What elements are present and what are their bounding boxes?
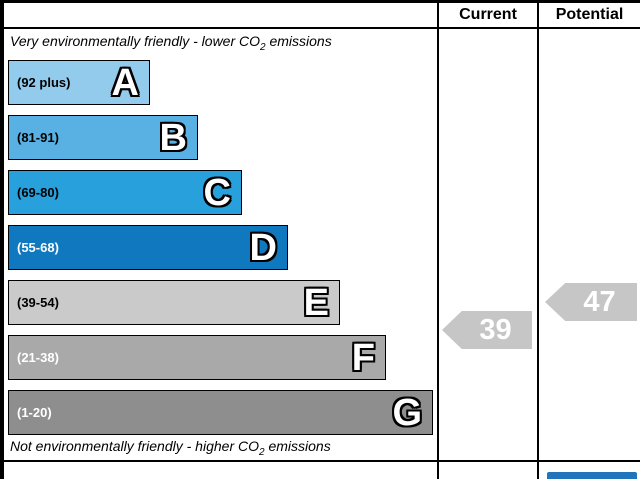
chart-top-border xyxy=(0,0,640,3)
potential-column-header: Potential xyxy=(555,6,624,23)
top-note-text: Very environmentally friendly - lower CO xyxy=(10,33,261,49)
current-arrow: 39 xyxy=(442,311,532,349)
band-row-e: (39-54) E xyxy=(8,280,340,325)
bottom-note-text-end: emissions xyxy=(264,438,331,454)
next-section-blue-box-top xyxy=(547,472,637,479)
top-note-text-end: emissions xyxy=(265,33,332,49)
band-d-range-label: (55-68) xyxy=(17,240,59,255)
band-f-bar: (21-38) F xyxy=(8,335,386,380)
current-column-divider xyxy=(437,0,439,479)
band-e-range-label: (39-54) xyxy=(17,295,59,310)
potential-arrow: 47 xyxy=(545,283,637,321)
band-row-c: (69-80) C xyxy=(8,170,242,215)
potential-column-divider xyxy=(537,0,539,479)
band-c-letter: C xyxy=(203,171,231,214)
band-a-range-label: (92 plus) xyxy=(17,75,71,90)
top-note-subscript: 2 xyxy=(260,41,266,53)
band-row-d: (55-68) D xyxy=(8,225,288,270)
band-g-range-label: (1-20) xyxy=(17,405,52,420)
band-a-letter: A xyxy=(111,61,139,104)
band-b-range-label: (81-91) xyxy=(17,130,59,145)
potential-value: 47 xyxy=(583,285,616,318)
band-g-bar: (1-20) G xyxy=(8,390,433,435)
band-b-bar: (81-91) B xyxy=(8,115,198,160)
band-d-bar: (55-68) D xyxy=(8,225,288,270)
band-d-letter: D xyxy=(249,226,277,269)
top-note: Very environmentally friendly - lower CO… xyxy=(10,33,332,53)
current-value: 39 xyxy=(479,313,512,346)
band-f-range-label: (21-38) xyxy=(17,350,59,365)
header-underline xyxy=(0,27,640,29)
band-row-a: (92 plus) A xyxy=(8,60,150,105)
chart-left-border xyxy=(0,0,4,479)
band-c-bar: (69-80) C xyxy=(8,170,242,215)
bottom-note-text: Not environmentally friendly - higher CO xyxy=(10,438,259,454)
band-e-bar: (39-54) E xyxy=(8,280,340,325)
band-f-letter: F xyxy=(351,336,375,379)
bottom-note: Not environmentally friendly - higher CO… xyxy=(10,438,331,458)
band-row-b: (81-91) B xyxy=(8,115,198,160)
band-row-g: (1-20) G xyxy=(8,390,433,435)
band-g-letter: G xyxy=(392,391,422,434)
band-a-bar: (92 plus) A xyxy=(8,60,150,105)
band-b-letter: B xyxy=(159,116,187,159)
band-e-letter: E xyxy=(303,281,329,324)
band-row-f: (21-38) F xyxy=(8,335,386,380)
band-c-range-label: (69-80) xyxy=(17,185,59,200)
current-column-header: Current xyxy=(459,6,517,23)
bottom-note-subscript: 2 xyxy=(259,446,265,458)
chart-bottom-divider xyxy=(0,460,640,462)
